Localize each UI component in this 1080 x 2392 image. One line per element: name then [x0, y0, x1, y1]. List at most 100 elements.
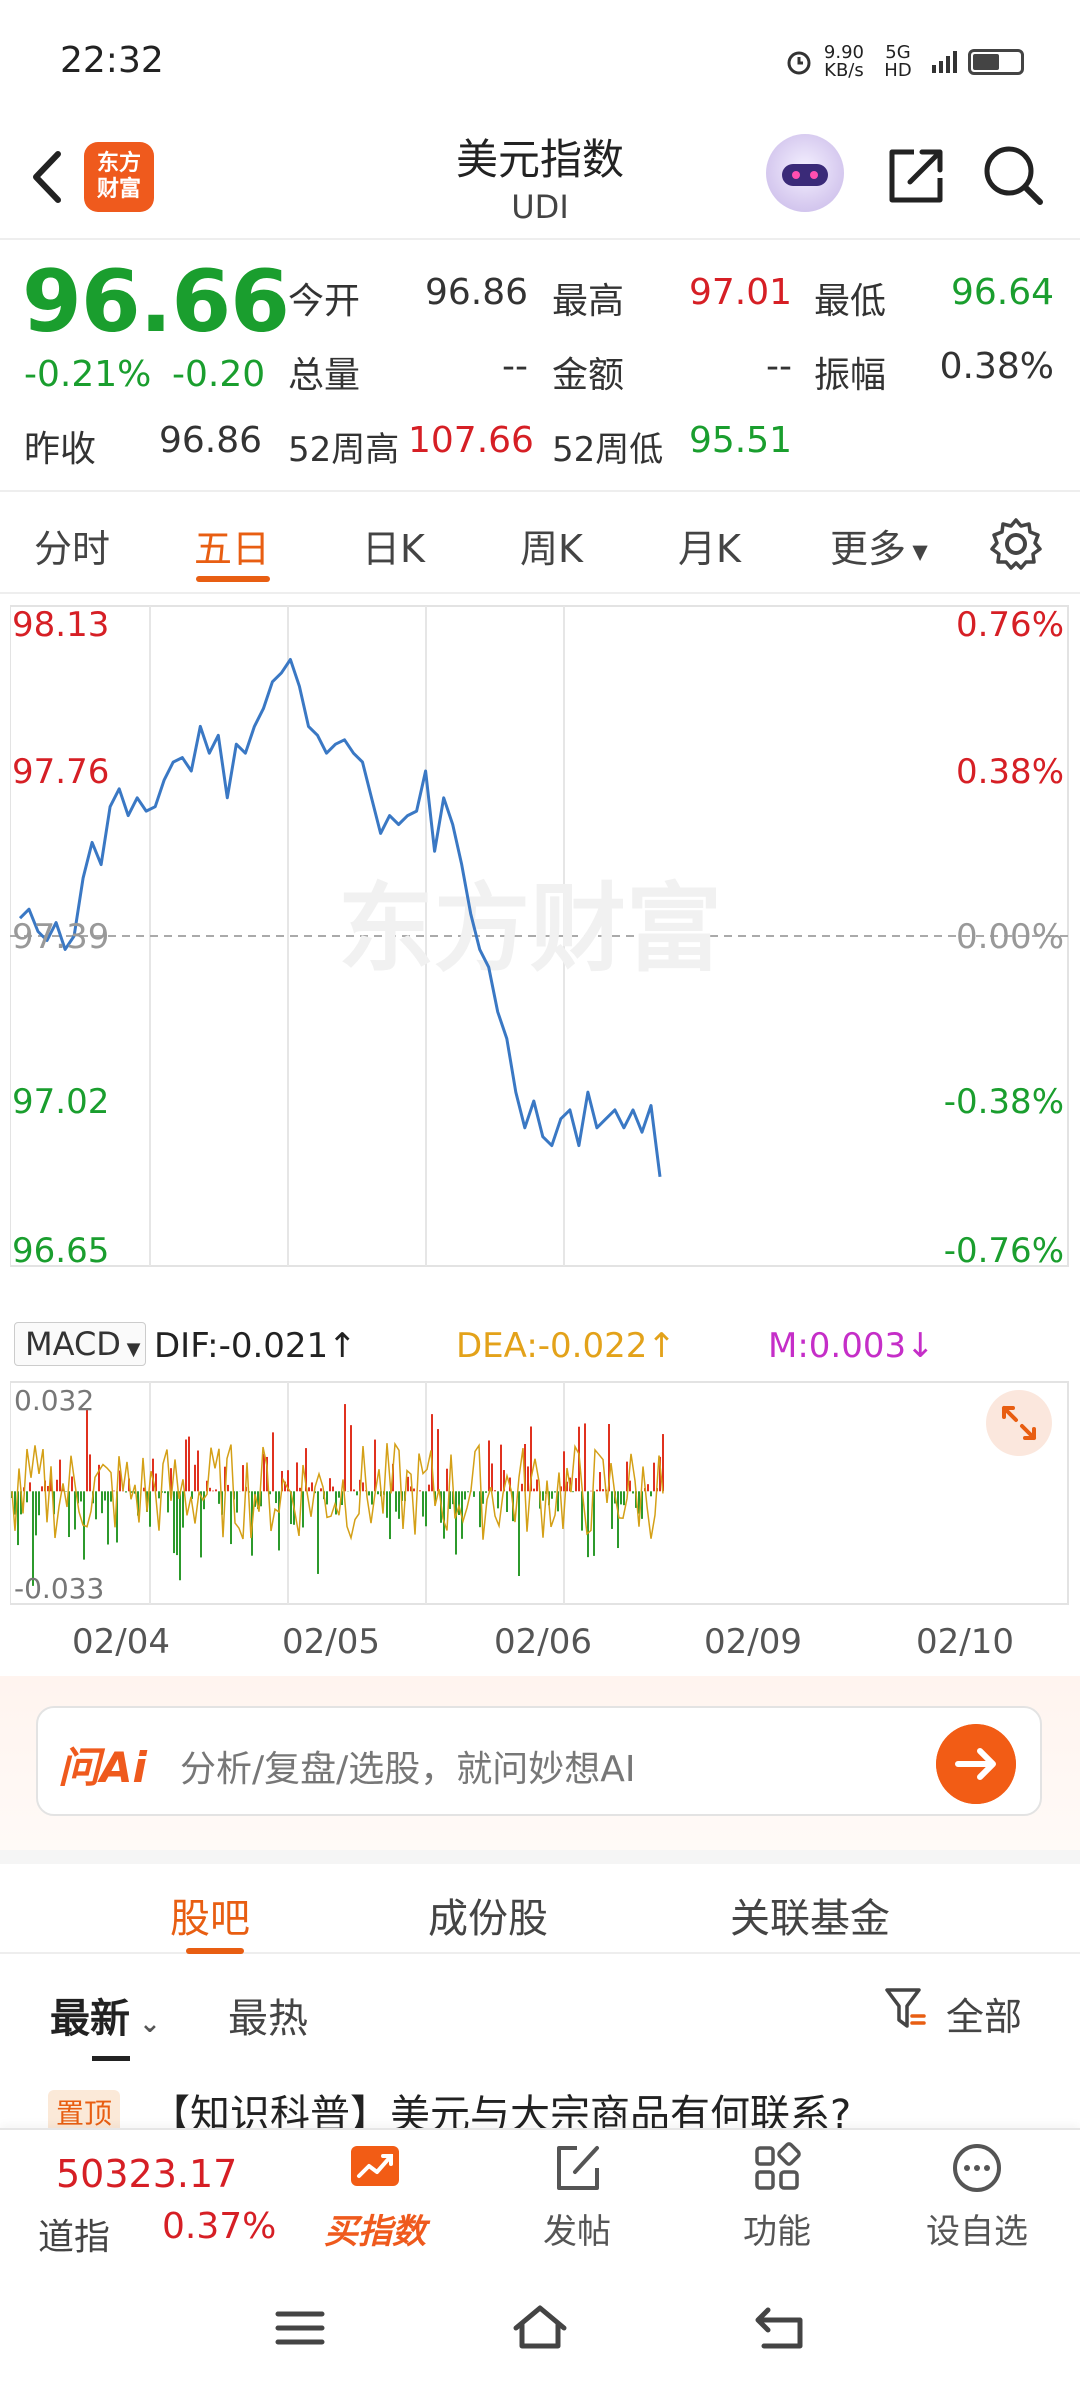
date-axis: 02/04 02/05 02/06 02/09 02/10: [0, 1620, 1080, 1680]
amplitude-label: 振幅: [814, 355, 887, 396]
filter-label[interactable]: 全部: [946, 1995, 1023, 2039]
y-tick-right: -0.38%: [944, 1082, 1064, 1122]
y-tick-left: 97.02: [12, 1082, 109, 1122]
bottom-nav: 50323.17 道指 0.37% 买指数 发帖 功能 设自选: [0, 2128, 1080, 2264]
macd-dif: DIF:-0.021↑: [154, 1326, 357, 1366]
nav-functions[interactable]: 功能: [712, 2138, 842, 2253]
high52-value: 107.66: [408, 420, 534, 461]
logo-text-line1: 东方: [96, 151, 141, 176]
app-logo: 东方 财富: [84, 142, 154, 212]
robot-avatar-icon[interactable]: [766, 134, 844, 212]
post-title[interactable]: 【知识科普】美元与大宗商品有何联系?: [150, 2092, 852, 2128]
high-value: 97.01: [688, 272, 792, 313]
macd-m: M:0.003↓: [768, 1326, 935, 1366]
search-icon[interactable]: [980, 142, 1046, 208]
y-tick-left: 97.76: [12, 752, 109, 792]
low-value: 96.64: [950, 272, 1054, 313]
y-tick-right: 0.00%: [956, 917, 1064, 957]
last-price: 96.66: [22, 252, 290, 352]
back-icon[interactable]: [750, 2300, 810, 2356]
chart-watermark: 东方财富: [338, 873, 722, 985]
volume-value: --: [502, 346, 528, 387]
sort-hot[interactable]: 最热: [228, 1996, 308, 2042]
tab-five-day[interactable]: 五日: [194, 527, 271, 571]
nav-add-watchlist-label: 设自选: [926, 2212, 1028, 2252]
dji-value[interactable]: 50323.17: [56, 2152, 238, 2196]
share-icon[interactable]: [884, 144, 948, 208]
net-speed-value: 9.90: [823, 42, 864, 63]
high52-label: 52周高: [288, 430, 400, 470]
network-type: 5G HD: [884, 42, 912, 81]
nav-add-watchlist[interactable]: 设自选: [912, 2138, 1042, 2253]
y-tick-left: 96.65: [12, 1231, 109, 1271]
dji-name[interactable]: 道指: [38, 2217, 111, 2258]
amplitude-value: 0.38%: [939, 346, 1054, 387]
dji-percent[interactable]: 0.37%: [162, 2206, 277, 2247]
open-value: 96.86: [424, 272, 528, 313]
edit-icon: [557, 2146, 599, 2190]
macd-frame: [10, 1381, 1069, 1605]
tab-related-funds[interactable]: 关联基金: [730, 1896, 890, 1942]
tab-weekly-k[interactable]: 周K: [520, 527, 583, 571]
indicator-select[interactable]: MACD ▼: [14, 1322, 146, 1366]
change-percent: -0.21%: [24, 354, 152, 395]
ai-search-placeholder: 分析/复盘/选股，就问妙想AI: [180, 1749, 636, 1790]
trend-chart-icon: [351, 2146, 399, 2186]
date-label: 02/05: [282, 1622, 380, 1662]
sort-indicator: [92, 2056, 130, 2061]
nav-buy-label: 买指数: [324, 2212, 426, 2252]
active-tab-indicator: [196, 576, 270, 582]
filter-icon[interactable]: [884, 1986, 928, 2032]
net-speed: 9.90 KB/s: [824, 44, 864, 80]
page-subtitle: UDI: [511, 188, 569, 226]
y-tick-left: 98.13: [12, 605, 109, 645]
date-label: 02/10: [916, 1622, 1014, 1662]
high-label: 最高: [552, 281, 625, 322]
macd-ymin-label: -0.033: [14, 1572, 104, 1605]
low-label: 最低: [814, 281, 887, 322]
volume-label: 总量: [288, 355, 361, 396]
gear-icon[interactable]: [988, 516, 1044, 572]
post-item[interactable]: 置顶 【知识科普】美元与大宗商品有何联系?: [0, 2072, 1080, 2128]
date-label: 02/06: [494, 1622, 592, 1662]
expand-icon[interactable]: [986, 1390, 1052, 1456]
change-amount: -0.20: [172, 354, 266, 395]
sort-latest[interactable]: 最新 ⌄: [50, 1986, 161, 2044]
signal-icon: [932, 51, 957, 73]
low52-label: 52周低: [552, 430, 664, 470]
grid-icon: [755, 2142, 801, 2190]
amount-label: 金额: [552, 355, 625, 396]
more-dots-icon: [953, 2144, 1001, 2192]
indicator-name: MACD: [25, 1325, 121, 1363]
sort-latest-label: 最新: [50, 1996, 130, 2042]
price-chart[interactable]: 东方财富 98.13 0.76% 97.76 0.38% 97.39 0.00% 97.02…: [10, 596, 1070, 1316]
nav-buy-index[interactable]: 买指数: [310, 2138, 440, 2253]
nav-post[interactable]: 发帖: [512, 2138, 642, 2253]
logo-text-line2: 财富: [96, 177, 141, 202]
tab-constituents[interactable]: 成份股: [428, 1896, 548, 1942]
back-arrow-icon[interactable]: [20, 142, 80, 212]
tab-guba[interactable]: 股吧: [170, 1896, 250, 1942]
alarm-icon: [787, 51, 811, 75]
arrow-right-icon[interactable]: [936, 1724, 1016, 1804]
macd-chart[interactable]: 0.032 -0.033: [10, 1376, 1070, 1616]
price-series-line: [18, 658, 662, 1177]
page-title: 美元指数: [455, 135, 624, 184]
tab-daily-k[interactable]: 日K: [362, 527, 425, 571]
nav-functions-label: 功能: [743, 2212, 811, 2252]
status-time: 22:32: [60, 40, 164, 81]
date-label: 02/04: [72, 1622, 170, 1662]
caret-down-icon: ▼: [120, 1339, 141, 1360]
period-tabs: 分时 五日 日K 周K 月K 更多 ▼: [0, 494, 1080, 594]
indicator-bar: MACD ▼ DIF:-0.021↑ DEA:-0.022↑ M:0.003↓: [0, 1316, 1080, 1376]
tab-more-label: 更多: [830, 527, 907, 571]
battery-icon: [968, 49, 1024, 75]
tab-intraday[interactable]: 分时: [34, 527, 111, 571]
menu-icon[interactable]: [270, 2300, 330, 2356]
tab-monthly-k[interactable]: 月K: [678, 527, 741, 571]
home-icon[interactable]: [510, 2300, 570, 2356]
active-section-indicator: [186, 1948, 244, 1954]
status-icons: 9.90 KB/s 5G HD: [784, 44, 1024, 80]
ai-search-box[interactable]: 问Ai 分析/复盘/选股，就问妙想AI: [36, 1706, 1042, 1816]
tab-more[interactable]: 更多 ▼: [830, 518, 928, 573]
